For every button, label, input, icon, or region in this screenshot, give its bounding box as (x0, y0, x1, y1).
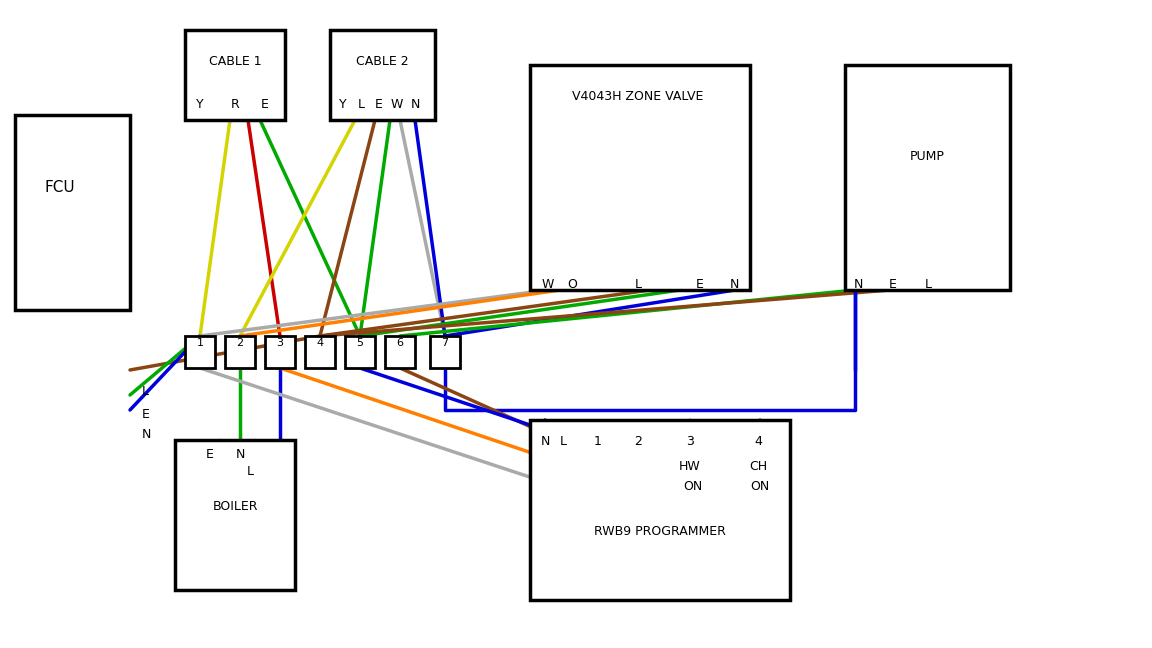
Text: E: E (262, 98, 268, 111)
Text: ON: ON (683, 480, 703, 493)
Text: 3: 3 (687, 435, 694, 448)
Text: V4043H ZONE VALVE: V4043H ZONE VALVE (573, 90, 704, 103)
Text: W: W (391, 98, 403, 111)
Text: Y: Y (339, 98, 347, 111)
Text: ON: ON (750, 480, 770, 493)
Text: 4: 4 (755, 435, 761, 448)
Text: E: E (206, 448, 214, 461)
Text: E: E (142, 408, 150, 421)
Text: N: N (142, 428, 151, 441)
Text: L: L (635, 278, 642, 291)
Bar (530, 420, 790, 600)
Bar (329, 30, 435, 120)
Text: L: L (247, 465, 253, 478)
Bar (530, 65, 750, 290)
Text: 4: 4 (317, 338, 324, 348)
Text: BOILER: BOILER (212, 500, 258, 513)
Text: Y: Y (196, 98, 204, 111)
Text: RWB9 PROGRAMMER: RWB9 PROGRAMMER (594, 525, 726, 538)
Bar (15, 115, 130, 310)
Bar (185, 336, 215, 368)
Bar (430, 336, 460, 368)
Text: N: N (410, 98, 419, 111)
Bar (385, 336, 415, 368)
Text: E: E (696, 278, 704, 291)
Text: PUMP: PUMP (910, 150, 945, 163)
Text: 2: 2 (634, 435, 642, 448)
Text: E: E (889, 278, 897, 291)
Text: 7: 7 (441, 338, 448, 348)
Text: 1: 1 (197, 338, 204, 348)
Text: L: L (925, 278, 932, 291)
Bar (344, 336, 376, 368)
Bar (185, 30, 285, 120)
Text: N: N (540, 435, 550, 448)
Text: 3: 3 (276, 338, 283, 348)
Text: CABLE 2: CABLE 2 (356, 55, 408, 68)
Text: R: R (230, 98, 240, 111)
Text: 5: 5 (356, 338, 364, 348)
Text: L: L (560, 435, 567, 448)
Text: HW: HW (680, 460, 700, 473)
Bar (225, 336, 255, 368)
Text: 1: 1 (594, 435, 602, 448)
Text: O: O (567, 278, 577, 291)
Text: L: L (357, 98, 364, 111)
Bar (846, 65, 1010, 290)
Text: CABLE 1: CABLE 1 (209, 55, 262, 68)
Text: N: N (235, 448, 244, 461)
Text: 2: 2 (236, 338, 243, 348)
Text: N: N (729, 278, 738, 291)
Bar (175, 440, 295, 590)
Text: L: L (142, 385, 149, 398)
Text: E: E (376, 98, 382, 111)
Bar (265, 336, 295, 368)
Text: FCU: FCU (45, 180, 75, 195)
Text: W: W (541, 278, 554, 291)
Text: CH: CH (749, 460, 767, 473)
Bar (305, 336, 335, 368)
Text: 6: 6 (396, 338, 403, 348)
Text: N: N (854, 278, 863, 291)
